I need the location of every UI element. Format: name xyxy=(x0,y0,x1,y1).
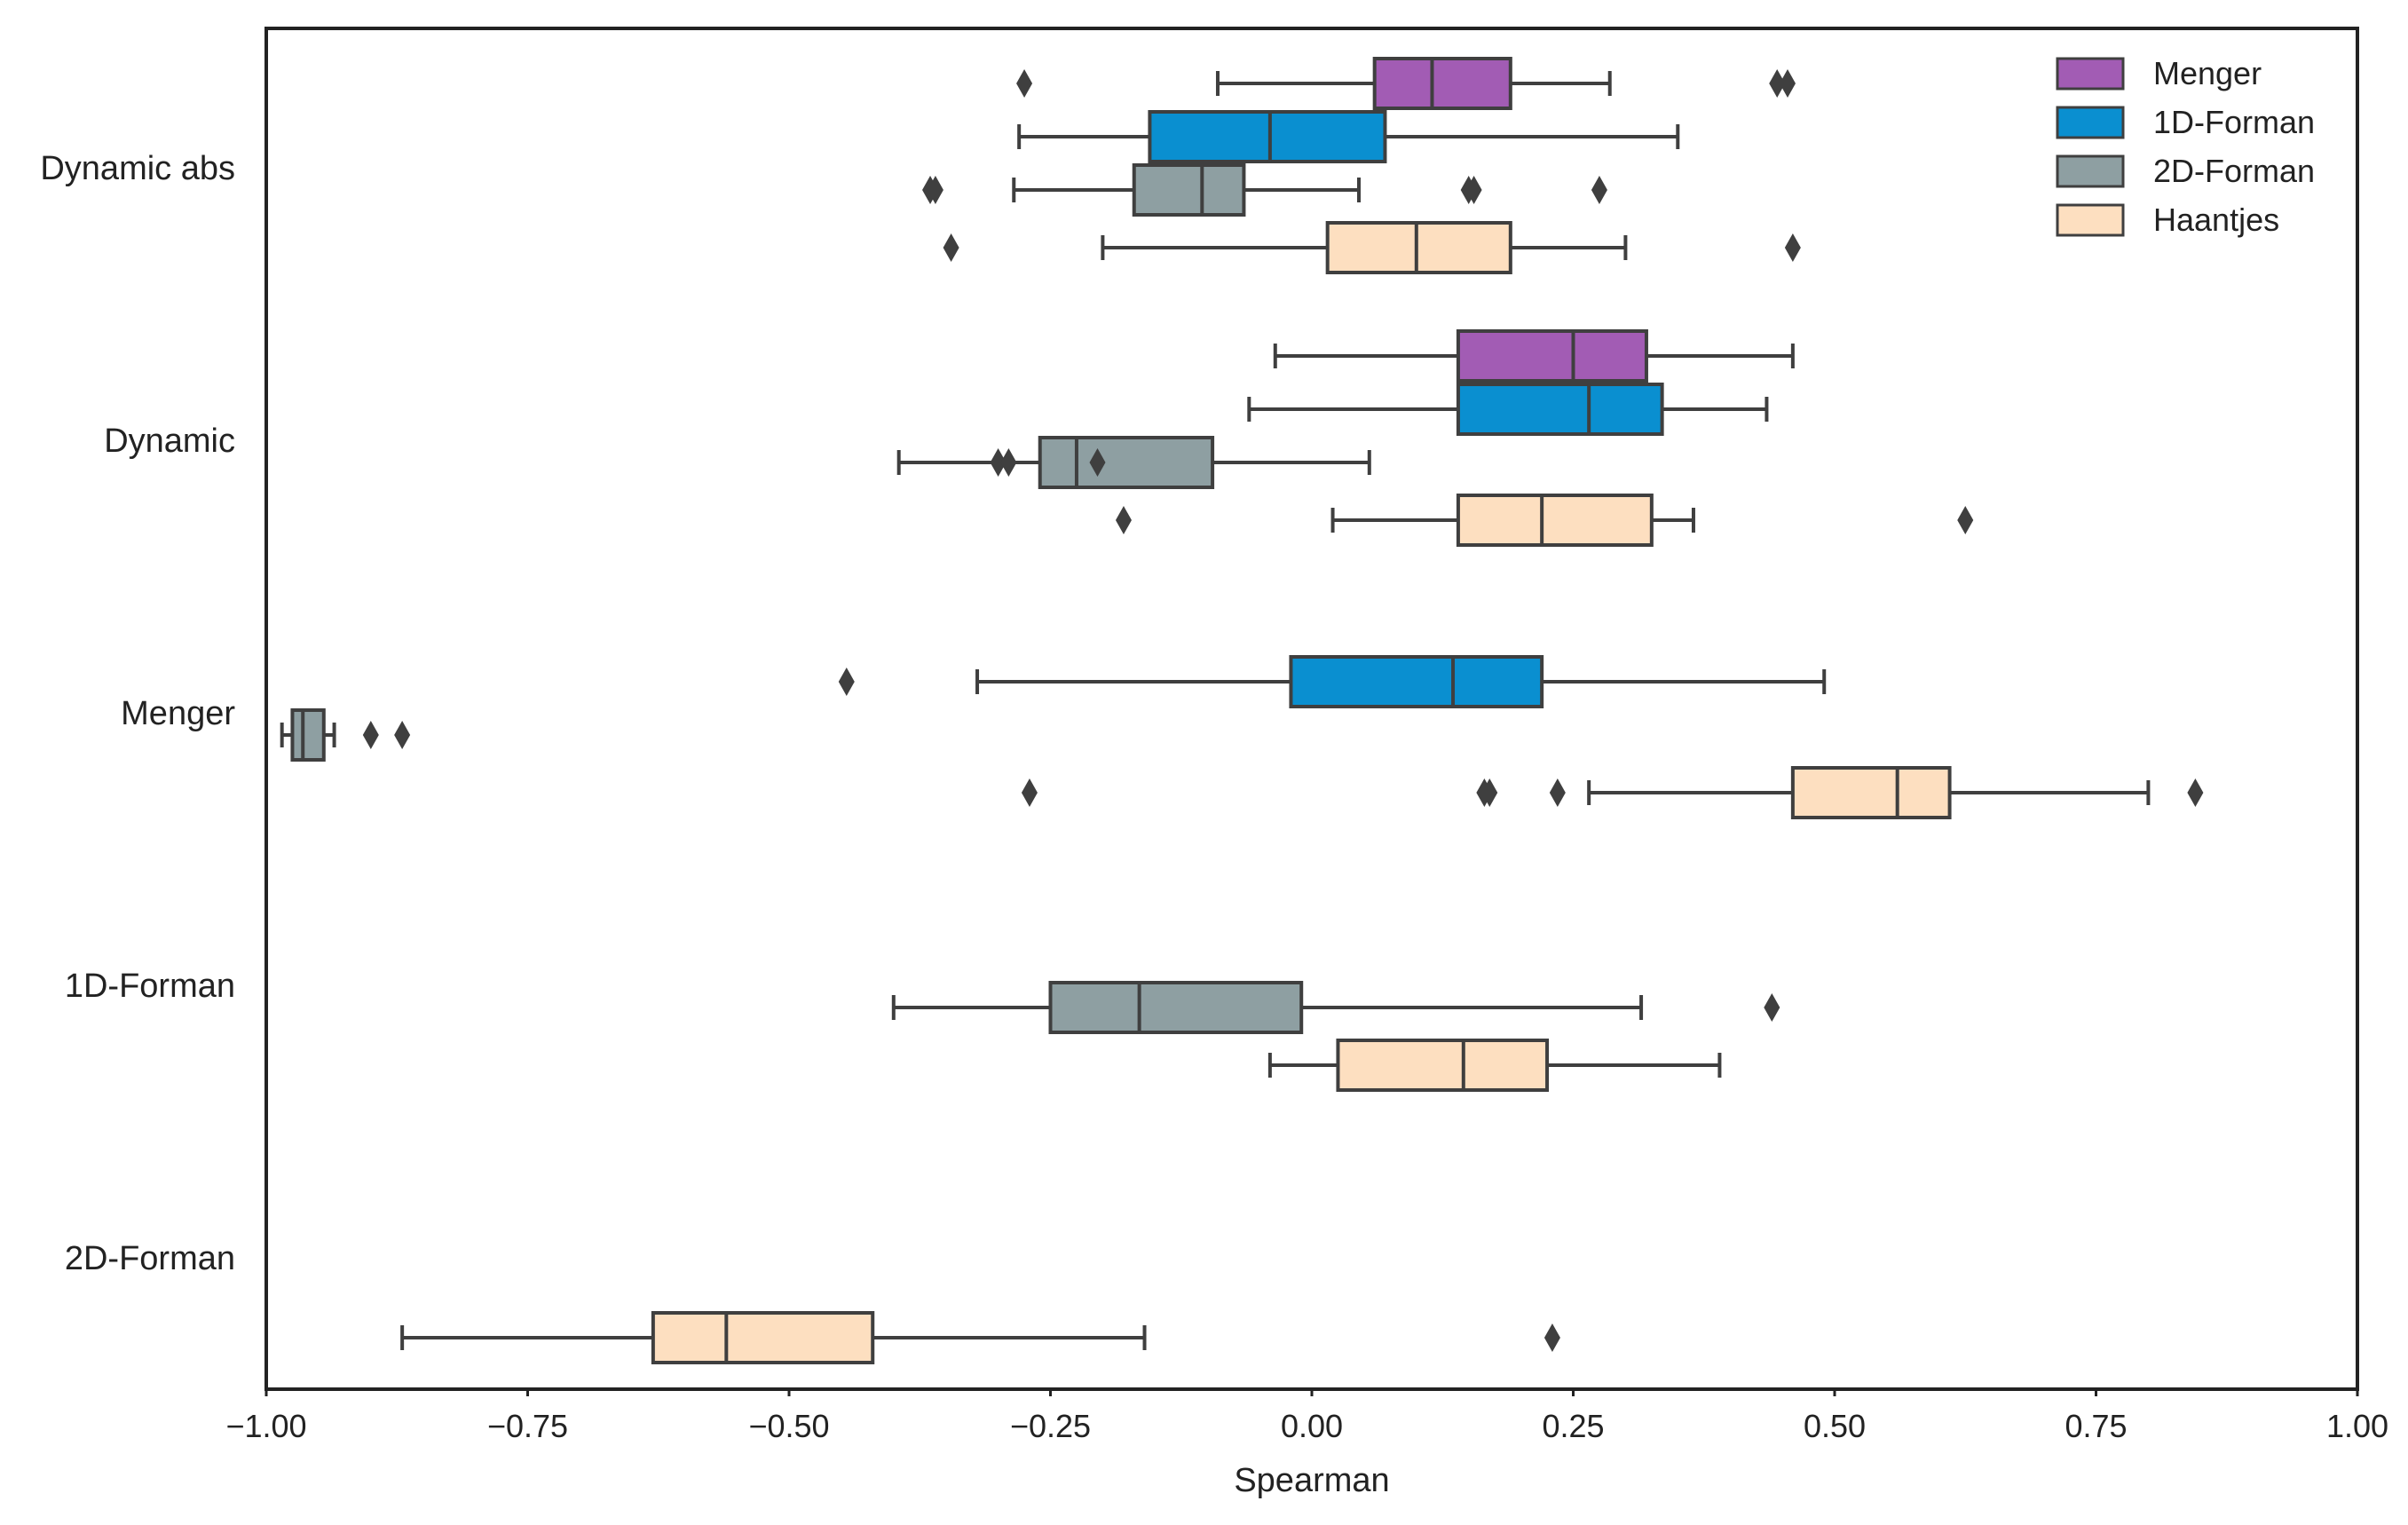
outlier-point xyxy=(1115,506,1132,534)
box-iqr xyxy=(1456,494,1654,547)
y-category-label: Dynamic xyxy=(104,423,235,460)
y-category-label: Dynamic abs xyxy=(40,150,235,187)
outlier-point xyxy=(927,176,943,204)
box-iqr xyxy=(1325,221,1512,274)
box-iqr xyxy=(1336,1039,1550,1092)
y-category-label: 1D-Forman xyxy=(65,968,235,1005)
x-tick-label: 1.00 xyxy=(2326,1408,2388,1444)
outlier-point xyxy=(943,233,959,262)
legend-label: 2D-Forman xyxy=(2153,153,2315,189)
box-iqr xyxy=(1372,57,1512,110)
box-iqr xyxy=(1790,766,1952,819)
outlier-point xyxy=(394,721,411,749)
legend-swatch xyxy=(2056,154,2125,188)
outlier-point xyxy=(1016,69,1033,98)
box-dynamic-menger xyxy=(1273,329,1795,383)
x-axis: −1.00 −0.75 −0.50 −0.25 0.00 0.25 0.50 0.75 1.00 xyxy=(225,1389,2388,1444)
legend-swatch xyxy=(2056,57,2125,91)
y-category-label: Menger xyxy=(121,695,235,732)
plot-area xyxy=(264,27,2359,1391)
outlier-point xyxy=(1764,993,1780,1022)
y-axis: Dynamic abs Dynamic Menger 1D-Forman 2D-Form… xyxy=(40,150,235,1277)
legend-label: 1D-Forman xyxy=(2153,104,2315,140)
outlier-point xyxy=(1481,778,1498,807)
x-tick-label: −1.00 xyxy=(225,1408,306,1444)
outlier-point xyxy=(1543,1324,1560,1352)
box-1d-forman-2d-forman xyxy=(891,981,1780,1034)
outlier-point xyxy=(1465,176,1482,204)
legend-swatch xyxy=(2056,106,2125,139)
x-tick-label: −0.50 xyxy=(748,1408,829,1444)
outlier-point xyxy=(1957,506,1974,534)
legend-label: Haantjes xyxy=(2153,201,2279,238)
box-iqr xyxy=(651,1311,875,1364)
y-category-label: 2D-Forman xyxy=(65,1240,235,1277)
outlier-point xyxy=(1000,448,1017,477)
x-axis-title: Spearman xyxy=(1234,1462,1389,1499)
box-dynamic-1d-forman xyxy=(1247,383,1769,436)
x-tick-label: 0.00 xyxy=(1281,1408,1343,1444)
box-iqr xyxy=(1148,110,1387,163)
x-tick-label: 0.25 xyxy=(1542,1408,1604,1444)
outlier-point xyxy=(1591,176,1607,204)
box-2d-forman-haantjes xyxy=(400,1311,1560,1364)
outlier-point xyxy=(1089,448,1106,477)
outlier-point xyxy=(362,721,379,749)
box-iqr xyxy=(1038,436,1215,489)
box-menger-1d-forman xyxy=(838,655,1827,708)
box-menger-2d-forman xyxy=(280,708,411,762)
x-tick-label: −0.25 xyxy=(1010,1408,1091,1444)
x-tick-label: 0.75 xyxy=(2065,1408,2127,1444)
outlier-point xyxy=(1779,69,1796,98)
outlier-point xyxy=(1549,778,1566,807)
box-iqr xyxy=(1289,655,1544,708)
box-1d-forman-haantjes xyxy=(1267,1039,1722,1092)
x-tick-label: −0.75 xyxy=(487,1408,568,1444)
outlier-point xyxy=(990,448,1007,477)
box-dynamic-abs-menger xyxy=(1016,57,1796,110)
box-dynamic-abs-haantjes xyxy=(943,221,1801,274)
legend-swatch xyxy=(2056,203,2125,237)
outlier-point xyxy=(2187,778,2204,807)
legend: Menger 1D-Forman 2D-Forman Haantjes xyxy=(2056,55,2315,238)
box-iqr xyxy=(1132,163,1246,217)
box-iqr xyxy=(1048,981,1304,1034)
box-iqr xyxy=(290,708,326,762)
box-menger-haantjes xyxy=(1021,766,2204,819)
box-dynamic-haantjes xyxy=(1115,494,1974,547)
box-dynamic-2d-forman xyxy=(896,436,1371,489)
x-tick-label: 0.50 xyxy=(1804,1408,1866,1444)
outlier-point xyxy=(1769,69,1786,98)
outlier-point xyxy=(1021,778,1038,807)
box-dynamic-abs-1d-forman xyxy=(1017,110,1680,163)
box-iqr xyxy=(1456,383,1664,436)
outlier-point xyxy=(1784,233,1801,262)
box-dynamic-abs-2d-forman xyxy=(922,163,1607,217)
outlier-point xyxy=(838,668,855,696)
box-iqr xyxy=(1456,329,1648,383)
legend-label: Menger xyxy=(2153,55,2262,91)
